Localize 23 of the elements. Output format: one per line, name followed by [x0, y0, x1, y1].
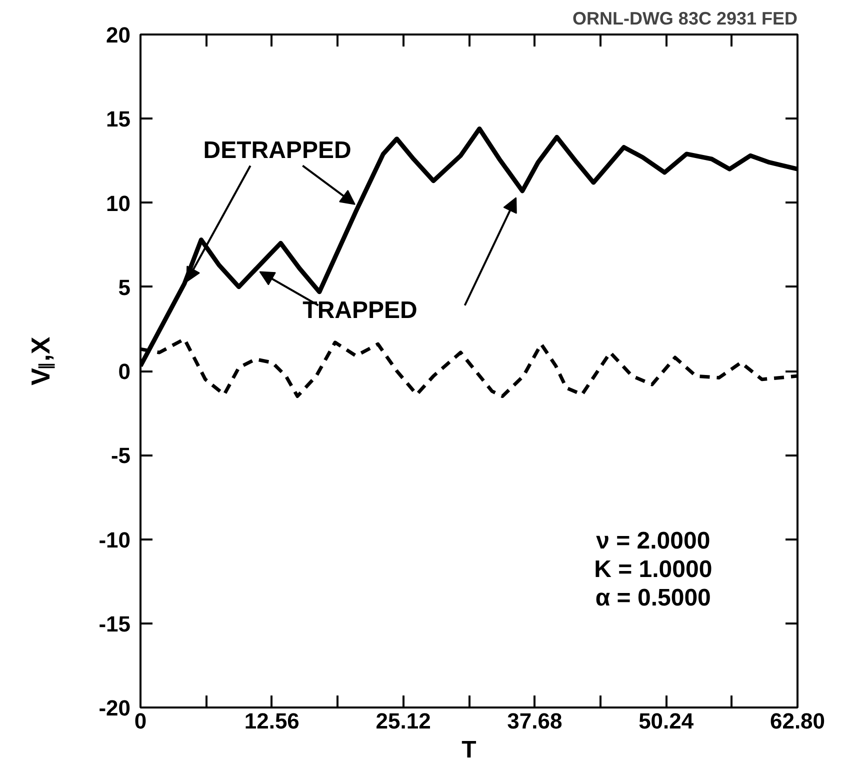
y-tick-label: 5 [118, 274, 131, 300]
y-axis-title: V∥,X [26, 336, 56, 386]
annotation: TRAPPED [302, 296, 418, 324]
y-tick-label: 0 [118, 359, 131, 384]
y-tick-label: 15 [106, 106, 131, 132]
annotation: K = 1.0000 [594, 556, 712, 583]
y-tick-label: -15 [98, 611, 130, 636]
annotation: ν = 2.0000 [596, 527, 710, 554]
y-tick-label: 10 [106, 190, 131, 216]
text: ORNL-DWG 83C 2931 FED [572, 8, 798, 28]
x-tick-label: 50.24 [638, 708, 694, 734]
annotation: α = 0.5000 [595, 584, 711, 612]
x-tick-label: 12.56 [244, 708, 300, 734]
y-tick-label: -10 [98, 527, 130, 552]
y-tick-label: -20 [98, 696, 130, 720]
annotation: DETRAPPED [203, 137, 352, 164]
y-tick-label: -5 [110, 443, 130, 468]
x-tick-label: 37.68 [507, 708, 562, 734]
x-tick-label: 25.12 [376, 708, 431, 734]
x-axis-title: T [462, 736, 477, 764]
x-tick-label: 62.80 [770, 708, 826, 734]
x-tick-label: 0 [134, 708, 147, 734]
y-tick-label: 20 [106, 22, 131, 48]
